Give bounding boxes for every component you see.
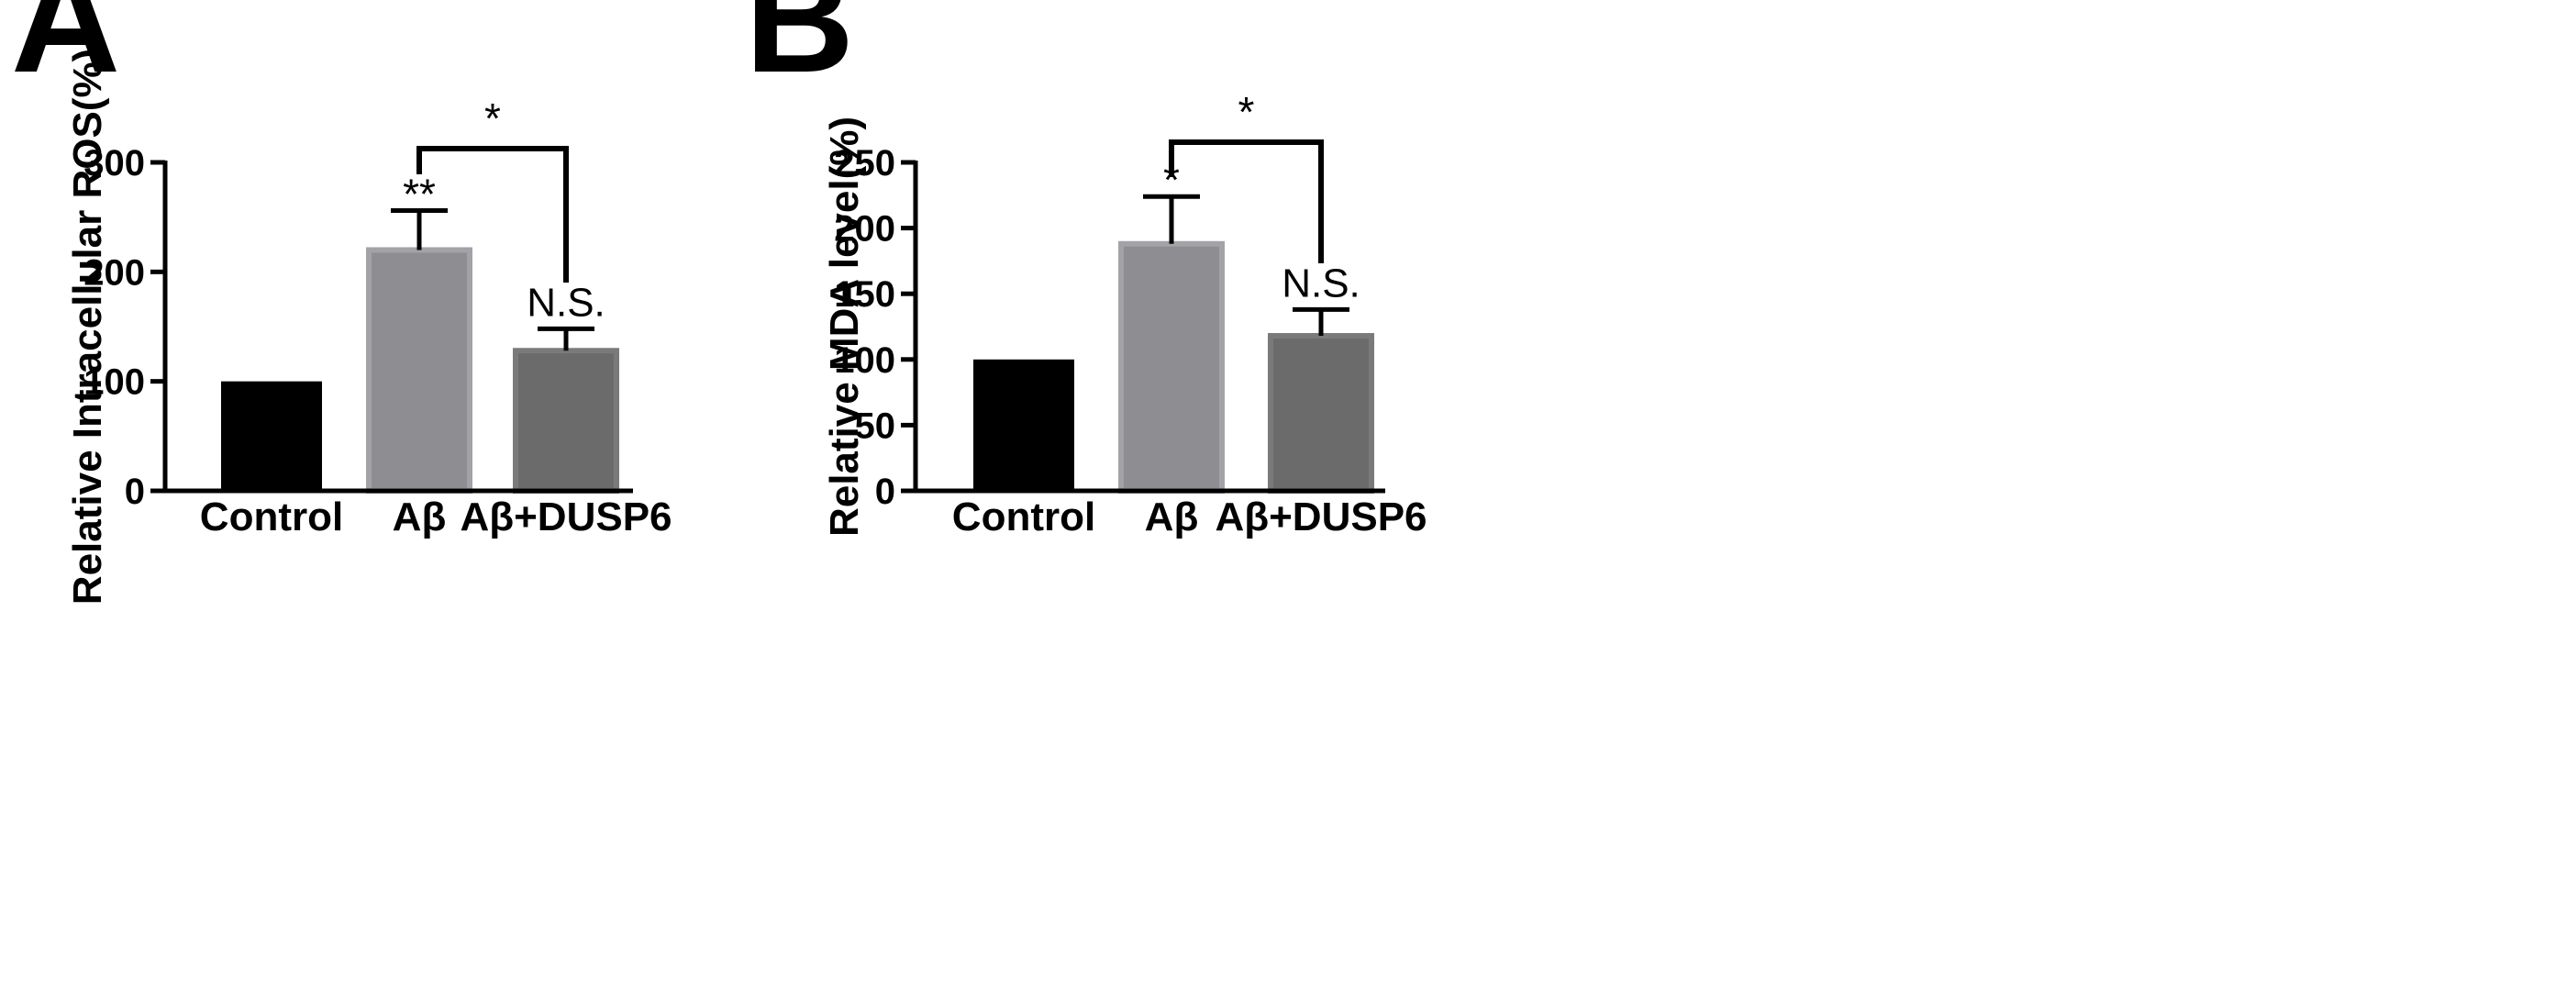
category-label-2: Aβ+DUSP6 [1215, 494, 1427, 539]
y-tick-label-1: 50 [855, 406, 896, 446]
category-label-2: Aβ+DUSP6 [460, 494, 672, 539]
y-axis-label: Relative Intracellular ROS(%) [65, 49, 110, 605]
y-tick-label-3: 300 [83, 143, 145, 183]
category-label-1: Aβ [393, 494, 447, 539]
panel-letter: A [11, 0, 120, 104]
y-tick-label-2: 100 [834, 340, 895, 381]
bar-2 [1268, 333, 1374, 494]
significance-label-0: * [1163, 156, 1180, 204]
y-tick-label-0: 0 [125, 472, 145, 512]
y-tick-label-0: 0 [875, 472, 895, 512]
significance-label-1: N.S. [1282, 261, 1360, 306]
bar-1 [366, 247, 472, 494]
y-tick-label-3: 150 [834, 274, 895, 315]
bar-0 [221, 381, 322, 491]
category-label-0: Control [200, 494, 343, 539]
y-axis-label: Relative MDA level(%) [822, 117, 867, 537]
category-label-0: Control [952, 494, 1095, 539]
y-tick-label-1: 100 [83, 362, 145, 403]
panel-letter: B [745, 0, 854, 104]
significance-label-0: ** [403, 171, 436, 218]
significance-bracket [1169, 139, 1324, 263]
y-tick-label-2: 200 [83, 252, 145, 293]
bracket-significance-label: * [484, 94, 501, 142]
bar-1 [1118, 240, 1225, 494]
bracket-significance-label: * [1238, 88, 1255, 136]
significance-label-1: N.S. [527, 280, 605, 325]
significance-bracket [416, 146, 569, 283]
bar-2 [513, 348, 619, 494]
y-tick-label-4: 200 [834, 209, 895, 250]
panel-b: B Relative MDA level(%) Control Aβ Aβ+DUSP6 0… [745, 0, 1427, 539]
category-label-1: Aβ [1145, 494, 1199, 539]
bar-0 [973, 359, 1074, 491]
y-tick-label-5: 250 [834, 143, 895, 183]
